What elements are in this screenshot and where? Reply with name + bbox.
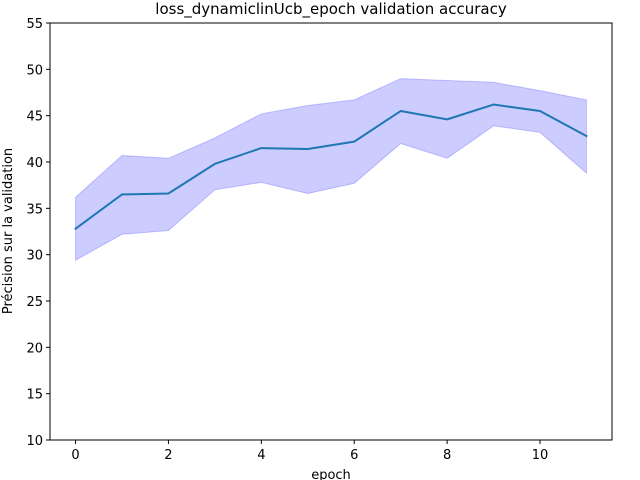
y-tick-label: 20 bbox=[26, 341, 43, 356]
x-axis-label: epoch bbox=[311, 468, 351, 480]
x-tick-label: 4 bbox=[257, 448, 265, 463]
y-tick-label: 45 bbox=[26, 110, 43, 125]
y-tick-label: 55 bbox=[26, 17, 43, 32]
mean-accuracy-line bbox=[74, 103, 588, 231]
y-tick-label: 25 bbox=[26, 295, 43, 310]
x-tick-label: 8 bbox=[443, 448, 451, 463]
y-tick-label: 30 bbox=[26, 249, 43, 264]
plot-area bbox=[74, 78, 588, 262]
y-tick-label: 35 bbox=[26, 202, 43, 217]
x-tick-label: 2 bbox=[164, 448, 172, 463]
x-tick-label: 10 bbox=[532, 448, 549, 463]
y-tick-label: 50 bbox=[26, 63, 43, 78]
y-tick-label: 10 bbox=[26, 434, 43, 449]
x-tick-label: 6 bbox=[350, 448, 358, 463]
x-axis: 0 2 4 6 8 10 bbox=[71, 440, 548, 463]
y-tick-label: 15 bbox=[26, 388, 43, 403]
y-tick-label: 40 bbox=[26, 156, 43, 171]
confidence-band bbox=[75, 78, 587, 262]
y-axis-label: Précision sur la validation bbox=[1, 148, 16, 314]
axes-frame bbox=[49, 22, 613, 441]
x-tick-label: 0 bbox=[71, 448, 79, 463]
y-axis: 10 15 20 25 30 35 40 45 50 55 bbox=[26, 17, 50, 449]
chart-title: loss_dynamiclinUcb_epoch validation accu… bbox=[155, 0, 507, 19]
